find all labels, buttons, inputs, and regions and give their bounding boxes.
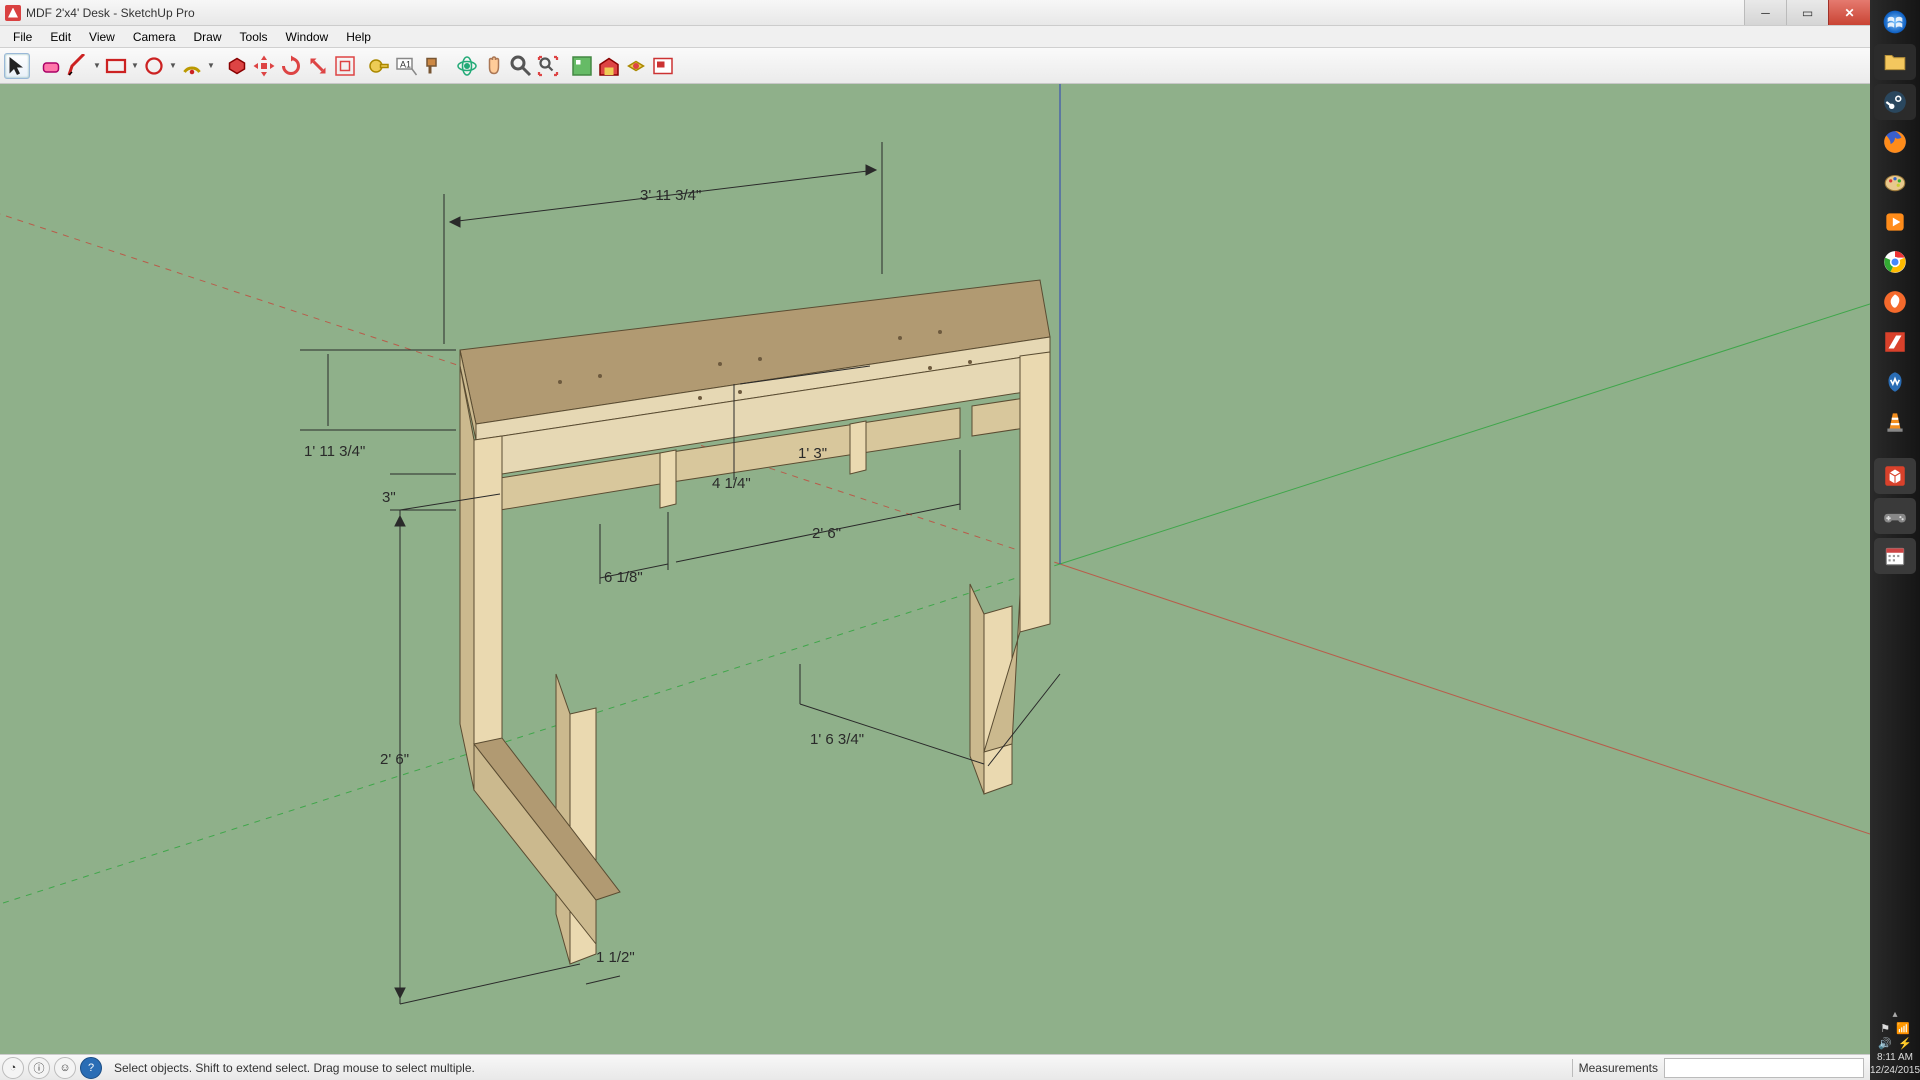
power-icon[interactable]: ⚡ bbox=[1898, 1037, 1912, 1050]
rotate-tool[interactable] bbox=[278, 53, 304, 79]
eraser-tool[interactable] bbox=[38, 53, 64, 79]
offset-tool[interactable] bbox=[332, 53, 358, 79]
menu-tools[interactable]: Tools bbox=[231, 28, 277, 46]
orbit-tool[interactable] bbox=[454, 53, 480, 79]
flag-icon[interactable]: ⚑ bbox=[1880, 1022, 1890, 1035]
3d-warehouse-tool[interactable] bbox=[596, 53, 622, 79]
menu-edit[interactable]: Edit bbox=[41, 28, 80, 46]
svg-text:A1: A1 bbox=[400, 59, 411, 69]
paint-icon[interactable] bbox=[1874, 164, 1916, 200]
menu-draw[interactable]: Draw bbox=[185, 28, 231, 46]
user-button[interactable]: ☺ bbox=[54, 1057, 76, 1079]
firefox-icon[interactable] bbox=[1874, 124, 1916, 160]
tape-tool[interactable] bbox=[366, 53, 392, 79]
extension-warehouse-tool[interactable] bbox=[623, 53, 649, 79]
media-player-icon[interactable] bbox=[1874, 204, 1916, 240]
shape-dropdown[interactable]: ▼ bbox=[130, 61, 140, 70]
sketchup-window: MDF 2'x4' Desk - SketchUp Pro ─ ▭ ✕ File… bbox=[0, 0, 1870, 1080]
svg-text:3": 3" bbox=[382, 489, 396, 506]
svg-text:4 1/4": 4 1/4" bbox=[712, 475, 751, 492]
chrome-icon[interactable] bbox=[1874, 244, 1916, 280]
arc-dropdown[interactable]: ▼ bbox=[206, 61, 216, 70]
scale-tool[interactable] bbox=[305, 53, 331, 79]
autodesk-icon[interactable] bbox=[1874, 324, 1916, 360]
tray-time[interactable]: 8:11 AM bbox=[1877, 1052, 1913, 1063]
help-button[interactable]: ? bbox=[80, 1057, 102, 1079]
tray-date[interactable]: 12/24/2015 bbox=[1870, 1065, 1920, 1076]
svg-text:1' 11 3/4": 1' 11 3/4" bbox=[304, 443, 365, 460]
geolocation-button[interactable]: ◔ bbox=[2, 1057, 24, 1079]
add-location-tool[interactable] bbox=[569, 53, 595, 79]
steam-icon[interactable] bbox=[1874, 84, 1916, 120]
layout-tool[interactable] bbox=[650, 53, 676, 79]
svg-text:1 1/2": 1 1/2" bbox=[596, 949, 635, 966]
svg-text:1' 3": 1' 3" bbox=[798, 445, 827, 462]
system-tray[interactable]: ▴ ⚑📶 🔊⚡ 8:11 AM 12/24/2015 bbox=[1870, 1009, 1920, 1080]
rectangle-tool[interactable] bbox=[103, 53, 129, 79]
measurements-label: Measurements bbox=[1579, 1061, 1658, 1075]
svg-text:2' 6": 2' 6" bbox=[812, 525, 841, 542]
sketchup-taskbar-icon[interactable] bbox=[1874, 458, 1916, 494]
menu-window[interactable]: Window bbox=[277, 28, 338, 46]
arc-tool[interactable] bbox=[179, 53, 205, 79]
menu-camera[interactable]: Camera bbox=[124, 28, 185, 46]
paint-tool[interactable] bbox=[420, 53, 446, 79]
maximize-button[interactable]: ▭ bbox=[1786, 0, 1828, 25]
malwarebytes-icon[interactable] bbox=[1874, 364, 1916, 400]
window-title: MDF 2'x4' Desk - SketchUp Pro bbox=[26, 6, 1744, 20]
circle-dropdown[interactable]: ▼ bbox=[168, 61, 178, 70]
menu-view[interactable]: View bbox=[80, 28, 124, 46]
measurements-input[interactable] bbox=[1664, 1058, 1864, 1078]
svg-text:1' 6 3/4": 1' 6 3/4" bbox=[810, 731, 864, 748]
menu-help[interactable]: Help bbox=[337, 28, 380, 46]
credits-button[interactable]: ⓘ bbox=[28, 1057, 50, 1079]
toolbar: ▼ ▼ ▼ ▼ A1 bbox=[0, 48, 1870, 84]
games-icon[interactable] bbox=[1874, 498, 1916, 534]
titlebar[interactable]: MDF 2'x4' Desk - SketchUp Pro ─ ▭ ✕ bbox=[0, 0, 1870, 26]
pencil-tool[interactable] bbox=[65, 53, 91, 79]
pushpull-tool[interactable] bbox=[224, 53, 250, 79]
taskbar-dock: ▴ ⚑📶 🔊⚡ 8:11 AM 12/24/2015 bbox=[1870, 0, 1920, 1080]
close-button[interactable]: ✕ bbox=[1828, 0, 1870, 25]
origin-icon[interactable] bbox=[1874, 284, 1916, 320]
app-icon bbox=[5, 5, 21, 21]
vlc-icon[interactable] bbox=[1874, 404, 1916, 440]
svg-text:2' 6": 2' 6" bbox=[380, 751, 409, 768]
start-button[interactable] bbox=[1874, 4, 1916, 40]
text-tool[interactable]: A1 bbox=[393, 53, 419, 79]
statusbar: ◔ ⓘ ☺ ? Select objects. Shift to extend … bbox=[0, 1054, 1870, 1080]
select-tool[interactable] bbox=[4, 53, 30, 79]
volume-icon[interactable]: 🔊 bbox=[1878, 1037, 1892, 1050]
zoom-tool[interactable] bbox=[508, 53, 534, 79]
svg-text:3' 11 3/4": 3' 11 3/4" bbox=[640, 187, 701, 204]
zoom-extents-tool[interactable] bbox=[535, 53, 561, 79]
viewport[interactable]: 3' 11 3/4" 1' 11 3/4" 3" 4 1/4" 1' 3" 6 … bbox=[0, 84, 1870, 1054]
wifi-icon[interactable]: 📶 bbox=[1896, 1022, 1910, 1035]
menu-file[interactable]: File bbox=[4, 28, 41, 46]
status-hint: Select objects. Shift to extend select. … bbox=[114, 1061, 1566, 1075]
circle-tool[interactable] bbox=[141, 53, 167, 79]
calendar-icon[interactable] bbox=[1874, 538, 1916, 574]
menubar: File Edit View Camera Draw Tools Window … bbox=[0, 26, 1870, 48]
svg-text:6 1/8": 6 1/8" bbox=[604, 569, 643, 586]
explorer-icon[interactable] bbox=[1874, 44, 1916, 80]
move-tool[interactable] bbox=[251, 53, 277, 79]
minimize-button[interactable]: ─ bbox=[1744, 0, 1786, 25]
pencil-dropdown[interactable]: ▼ bbox=[92, 61, 102, 70]
pan-tool[interactable] bbox=[481, 53, 507, 79]
